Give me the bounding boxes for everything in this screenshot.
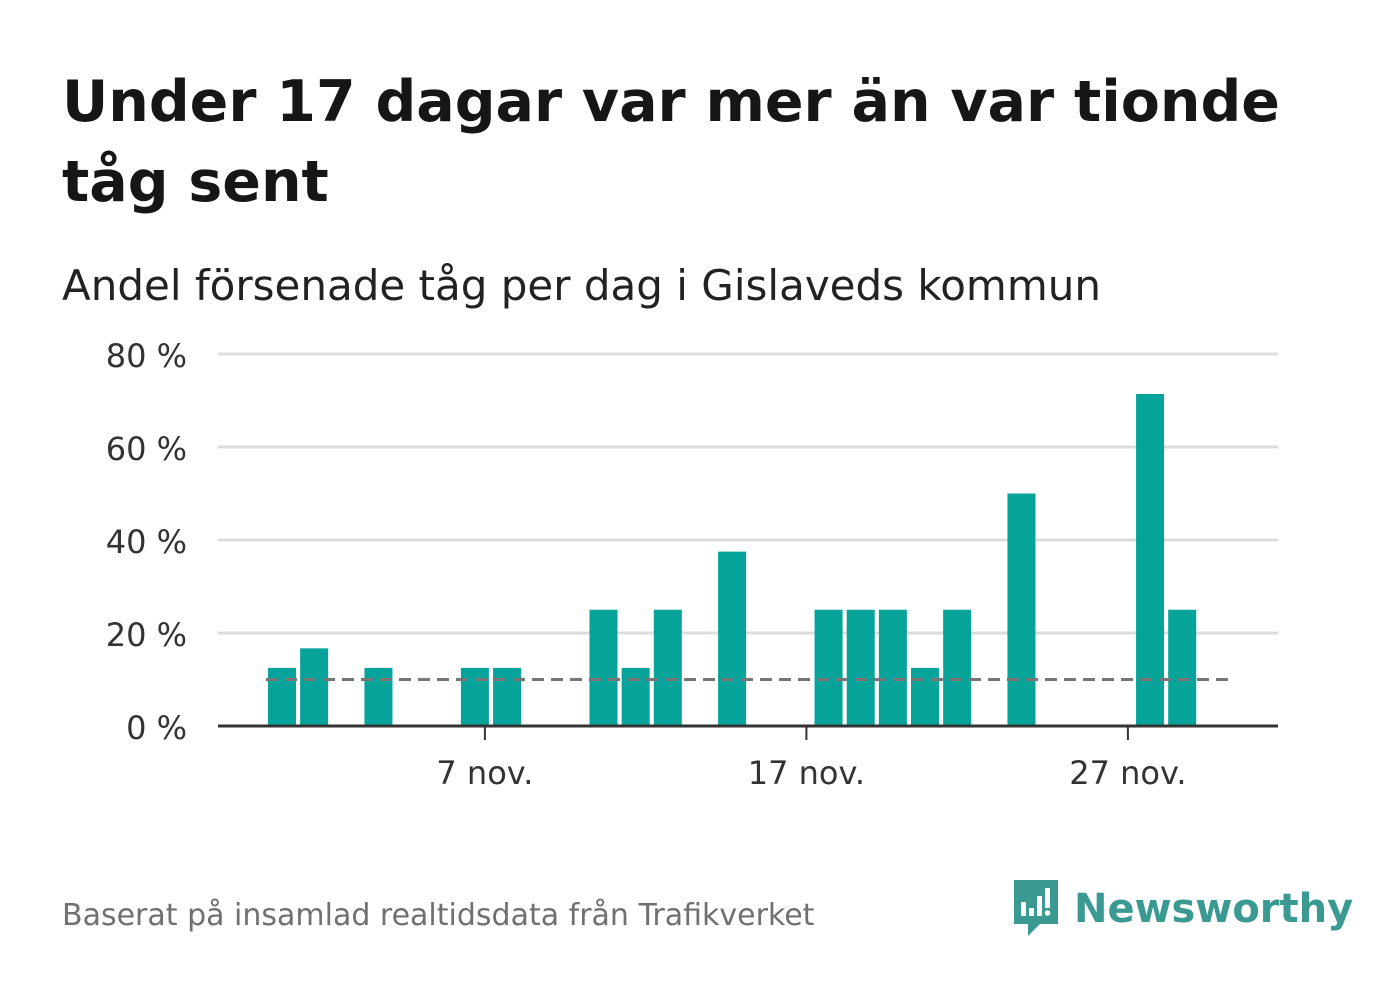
y-tick-label: 40 % [106, 523, 187, 561]
x-tick-label: 7 nov. [436, 754, 533, 792]
x-tick-label: 27 nov. [1069, 754, 1186, 792]
y-tick-label: 60 % [106, 430, 187, 468]
y-tick-label: 80 % [106, 337, 187, 375]
x-tick-label: 17 nov. [748, 754, 865, 792]
brand-name: Newsworthy [1074, 886, 1354, 932]
bar [1136, 393, 1165, 726]
brand-logo: Newsworthy [1010, 878, 1353, 940]
bar [653, 609, 682, 726]
bar [911, 667, 939, 726]
bar [268, 667, 296, 726]
bar [621, 667, 650, 726]
bar [846, 609, 875, 726]
y-tick-label: 20 % [106, 616, 187, 654]
bar [943, 609, 972, 726]
bar [493, 667, 522, 726]
y-tick-label: 0 % [126, 709, 187, 747]
bar [589, 609, 618, 726]
newsworthy-logo-icon [1014, 880, 1058, 936]
bar [1168, 609, 1197, 726]
chart-title: Under 17 dagar var mer än var tionde tåg… [62, 69, 1280, 215]
bar [300, 648, 329, 726]
bar [718, 551, 747, 726]
bar [460, 667, 489, 726]
bar [814, 609, 843, 726]
source-note: Baserat på insamlad realtidsdata från Tr… [62, 898, 815, 933]
bar [1007, 493, 1036, 726]
bar [878, 609, 907, 726]
bar [364, 667, 393, 726]
chart-subtitle: Andel försenade tåg per dag i Gislaveds … [62, 261, 1101, 310]
bar-chart: 0 % 20 % 40 % 60 % 80 % 7 nov. 17 nov. 27 nov. [106, 337, 1278, 792]
